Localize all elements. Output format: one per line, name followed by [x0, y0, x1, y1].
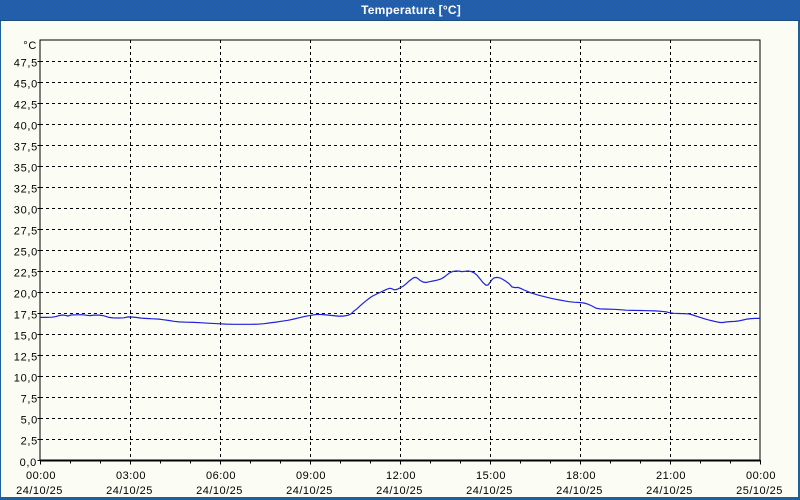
- svg-text:03:00: 03:00: [116, 470, 146, 482]
- svg-text:09:00: 09:00: [296, 470, 326, 482]
- svg-text:10,0: 10,0: [14, 373, 38, 385]
- svg-text:17,5: 17,5: [14, 310, 38, 322]
- svg-text:25/10/25: 25/10/25: [736, 485, 783, 497]
- svg-text:2,5: 2,5: [21, 436, 38, 448]
- svg-text:45,0: 45,0: [14, 79, 38, 91]
- svg-text:00:00: 00:00: [746, 470, 776, 482]
- svg-text:20,0: 20,0: [14, 289, 38, 301]
- svg-text:12:00: 12:00: [386, 470, 416, 482]
- svg-text:27,5: 27,5: [14, 226, 38, 238]
- svg-text:40,0: 40,0: [14, 121, 38, 133]
- svg-text:24/10/25: 24/10/25: [196, 485, 243, 497]
- svg-text:24/10/25: 24/10/25: [466, 485, 513, 497]
- svg-text:47,5: 47,5: [14, 58, 38, 70]
- svg-text:24/10/25: 24/10/25: [286, 485, 333, 497]
- svg-text:15:00: 15:00: [476, 470, 506, 482]
- svg-text:7,5: 7,5: [21, 394, 38, 406]
- svg-text:12,5: 12,5: [14, 352, 38, 364]
- svg-text:21:00: 21:00: [656, 470, 686, 482]
- svg-text:00:00: 00:00: [26, 470, 56, 482]
- svg-text:18:00: 18:00: [566, 470, 596, 482]
- svg-text:42,5: 42,5: [14, 100, 38, 112]
- svg-text:25,0: 25,0: [14, 247, 38, 259]
- svg-text:22,5: 22,5: [14, 268, 38, 280]
- svg-text:32,5: 32,5: [14, 184, 38, 196]
- svg-text:30,0: 30,0: [14, 205, 38, 217]
- svg-text:24/10/25: 24/10/25: [376, 485, 423, 497]
- svg-text:24/10/25: 24/10/25: [16, 485, 63, 497]
- svg-text:24/10/25: 24/10/25: [646, 485, 693, 497]
- svg-text:°C: °C: [23, 40, 37, 52]
- svg-text:24/10/25: 24/10/25: [106, 485, 153, 497]
- svg-text:37,5: 37,5: [14, 142, 38, 154]
- svg-text:35,0: 35,0: [14, 163, 38, 175]
- svg-text:15,0: 15,0: [14, 331, 38, 343]
- svg-text:5,0: 5,0: [21, 415, 38, 427]
- svg-text:24/10/25: 24/10/25: [556, 485, 603, 497]
- svg-text:06:00: 06:00: [206, 470, 236, 482]
- svg-text:0,0: 0,0: [20, 457, 37, 469]
